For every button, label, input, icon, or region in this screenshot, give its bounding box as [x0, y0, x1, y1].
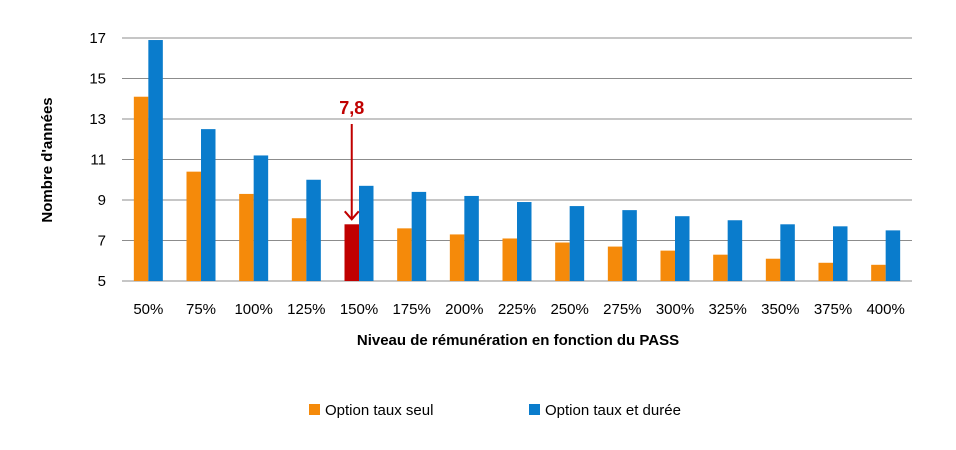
x-axis-title: Niveau de rémunération en fonction du PA…: [357, 332, 679, 349]
x-tick-label-300pct: 300%: [656, 301, 694, 318]
bar-option-taux-et-dur-e-50pct: [148, 40, 163, 282]
bar-option-taux-et-dur-e-100pct: [253, 155, 269, 281]
x-tick-label-275pct: 275%: [603, 301, 641, 318]
x-tick-label-325pct: 325%: [708, 301, 746, 318]
bar-option-taux-et-dur-e-350pct: [780, 224, 795, 281]
x-tick-label-375pct: 375%: [814, 301, 852, 318]
bar-option-taux-et-dur-e-150pct: [359, 185, 374, 281]
bar-option-taux-seul-125pct: [291, 218, 307, 281]
bar-option-taux-et-dur-e-300pct: [675, 216, 690, 281]
bar-option-taux-seul-325pct: [713, 254, 728, 281]
x-tick-label-50pct: 50%: [133, 301, 163, 318]
bar-option-taux-seul-275pct: [607, 246, 623, 281]
bar-option-taux-seul-200pct: [449, 234, 465, 281]
bar-option-taux-seul-400pct: [871, 264, 886, 281]
bar-option-taux-seul-175pct: [397, 228, 412, 281]
bar-option-taux-et-dur-e-250pct: [569, 206, 585, 281]
bar-option-taux-et-dur-e-75pct: [201, 129, 216, 281]
x-tick-label-150pct: 150%: [340, 301, 378, 318]
bar-option-taux-seul-75pct: [186, 171, 201, 281]
bar-option-taux-et-dur-e-375pct: [833, 226, 848, 281]
bar-option-taux-seul-225pct: [502, 238, 517, 281]
bar-option-taux-seul-100pct: [239, 193, 254, 281]
legend-swatch-option-taux-et-duree: [529, 404, 540, 415]
y-tick-label-13: 13: [89, 111, 106, 128]
x-tick-label-400pct: 400%: [866, 301, 904, 318]
bar-option-taux-et-dur-e-125pct: [306, 179, 321, 281]
y-tick-label-15: 15: [89, 71, 106, 88]
y-tick-label-17: 17: [89, 30, 106, 47]
legend-swatch-option-taux-seul: [309, 404, 320, 415]
bars-layer: [133, 40, 901, 282]
annotation-arrow-head: [343, 210, 360, 221]
y-tick-label-9: 9: [98, 192, 106, 209]
x-tick-label-200pct: 200%: [445, 301, 483, 318]
y-axis-title: Nombre d'années: [39, 97, 56, 222]
legend-label-option-taux-seul: Option taux seul: [325, 402, 433, 419]
bar-option-taux-seul-50pct: [133, 96, 149, 281]
x-tick-label-125pct: 125%: [287, 301, 325, 318]
bar-option-taux-seul-375pct: [818, 262, 833, 281]
annotation-layer: 7,8: [339, 98, 364, 221]
x-tick-labels: 50% 75% 100% 125% 150% 175% 200% 225% 250% 275% 30…: [133, 301, 905, 318]
x-tick-label-100pct: 100%: [234, 301, 272, 318]
y-tick-label-11: 11: [90, 152, 106, 169]
x-tick-label-225pct: 225%: [498, 301, 536, 318]
y-tick-labels: 5 7 9 11 13 15 17: [89, 30, 106, 290]
y-tick-label-7: 7: [98, 233, 106, 250]
legend: Option taux seul Option taux et durée: [309, 402, 681, 419]
y-tick-label-5: 5: [98, 273, 106, 290]
bar-option-taux-seul-250pct: [555, 242, 570, 281]
x-tick-label-350pct: 350%: [761, 301, 799, 318]
bar-option-taux-et-dur-e-200pct: [464, 195, 479, 281]
bar-option-taux-et-dur-e-275pct: [622, 210, 637, 281]
annotation-label: 7,8: [339, 98, 364, 118]
bar-option-taux-seul-350pct: [765, 258, 781, 281]
x-tick-label-175pct: 175%: [392, 301, 430, 318]
bar-option-taux-et-dur-e-400pct: [885, 230, 901, 281]
bar-option-taux-seul-300pct: [660, 250, 675, 281]
bar-option-taux-et-dur-e-175pct: [411, 191, 427, 281]
bar-option-taux-et-dur-e-325pct: [727, 220, 743, 281]
bar-option-taux-seul-150pct: [344, 224, 359, 281]
legend-label-option-taux-et-duree: Option taux et durée: [545, 402, 681, 419]
bar-option-taux-et-dur-e-225pct: [517, 202, 532, 281]
x-tick-label-75pct: 75%: [186, 301, 216, 318]
x-tick-label-250pct: 250%: [550, 301, 588, 318]
